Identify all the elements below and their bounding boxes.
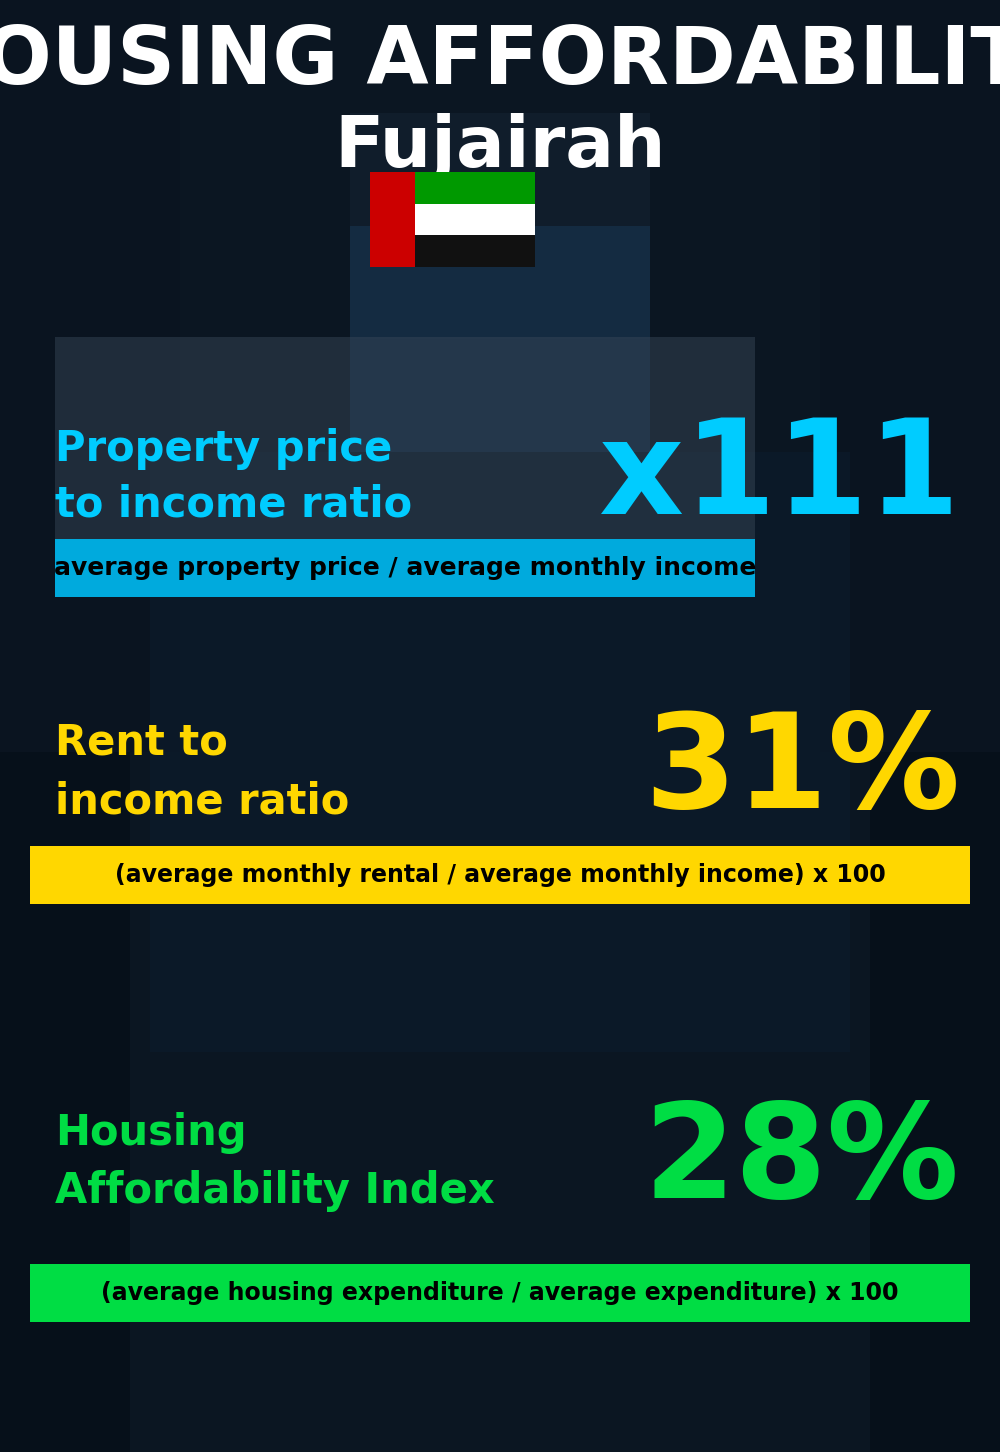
Bar <box>370 171 535 203</box>
Bar <box>350 227 650 338</box>
Bar <box>55 337 755 597</box>
Text: Rent to
income ratio: Rent to income ratio <box>55 722 349 822</box>
Text: 31%: 31% <box>644 709 960 835</box>
Bar <box>370 235 535 267</box>
Bar <box>370 171 415 267</box>
Text: average property price / average monthly income: average property price / average monthly… <box>54 556 756 579</box>
Bar <box>350 0 650 113</box>
Bar <box>870 752 1000 1452</box>
Text: x111: x111 <box>599 414 960 540</box>
Text: (average monthly rental / average monthly income) x 100: (average monthly rental / average monthl… <box>115 862 885 887</box>
Bar <box>55 539 755 597</box>
Bar <box>0 752 130 1452</box>
Text: 28%: 28% <box>644 1099 960 1225</box>
Bar <box>30 1265 970 1321</box>
Bar <box>150 452 850 1053</box>
Text: Fujairah: Fujairah <box>334 112 666 182</box>
Text: Property price
to income ratio: Property price to income ratio <box>55 428 412 526</box>
Text: (average housing expenditure / average expenditure) x 100: (average housing expenditure / average e… <box>101 1281 899 1305</box>
Text: Housing
Affordability Index: Housing Affordability Index <box>55 1112 495 1212</box>
Bar <box>30 847 970 905</box>
Bar <box>820 0 1000 752</box>
Bar <box>370 203 535 235</box>
Bar <box>0 0 180 752</box>
Bar <box>350 113 650 227</box>
Bar <box>350 338 650 452</box>
Text: HOUSING AFFORDABILITY: HOUSING AFFORDABILITY <box>0 23 1000 102</box>
